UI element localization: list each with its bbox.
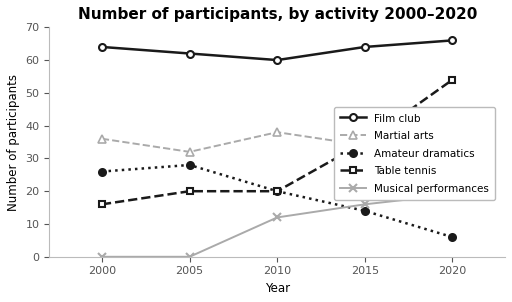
Line: Film club: Film club	[98, 37, 456, 63]
Martial arts	[186, 150, 193, 154]
Film club	[362, 45, 368, 49]
Martial arts	[362, 143, 368, 147]
Line: Martial arts: Martial arts	[98, 128, 457, 156]
Film club	[99, 45, 105, 49]
Film club	[186, 52, 193, 55]
Film club	[274, 58, 280, 62]
Musical performances	[274, 216, 280, 219]
Amateur dramatics	[450, 235, 456, 239]
Musical performances	[99, 255, 105, 259]
Martial arts	[99, 137, 105, 140]
Amateur dramatics	[186, 163, 193, 167]
Amateur dramatics	[362, 209, 368, 213]
Martial arts	[450, 137, 456, 140]
Line: Amateur dramatics: Amateur dramatics	[98, 162, 456, 241]
Line: Table tennis: Table tennis	[98, 76, 456, 208]
Amateur dramatics	[274, 189, 280, 193]
X-axis label: Year: Year	[265, 282, 290, 295]
Musical performances	[450, 193, 456, 196]
Legend: Film club, Martial arts, Amateur dramatics, Table tennis, Musical performances: Film club, Martial arts, Amateur dramati…	[333, 107, 495, 200]
Line: Musical performances: Musical performances	[98, 190, 457, 261]
Y-axis label: Number of participants: Number of participants	[7, 73, 20, 210]
Table tennis	[362, 140, 368, 144]
Amateur dramatics	[99, 170, 105, 173]
Musical performances	[186, 255, 193, 259]
Table tennis	[99, 203, 105, 206]
Musical performances	[362, 203, 368, 206]
Martial arts	[274, 130, 280, 134]
Film club	[450, 39, 456, 42]
Table tennis	[274, 189, 280, 193]
Title: Number of participants, by activity 2000–2020: Number of participants, by activity 2000…	[77, 7, 477, 22]
Table tennis	[186, 189, 193, 193]
Table tennis	[450, 78, 456, 82]
